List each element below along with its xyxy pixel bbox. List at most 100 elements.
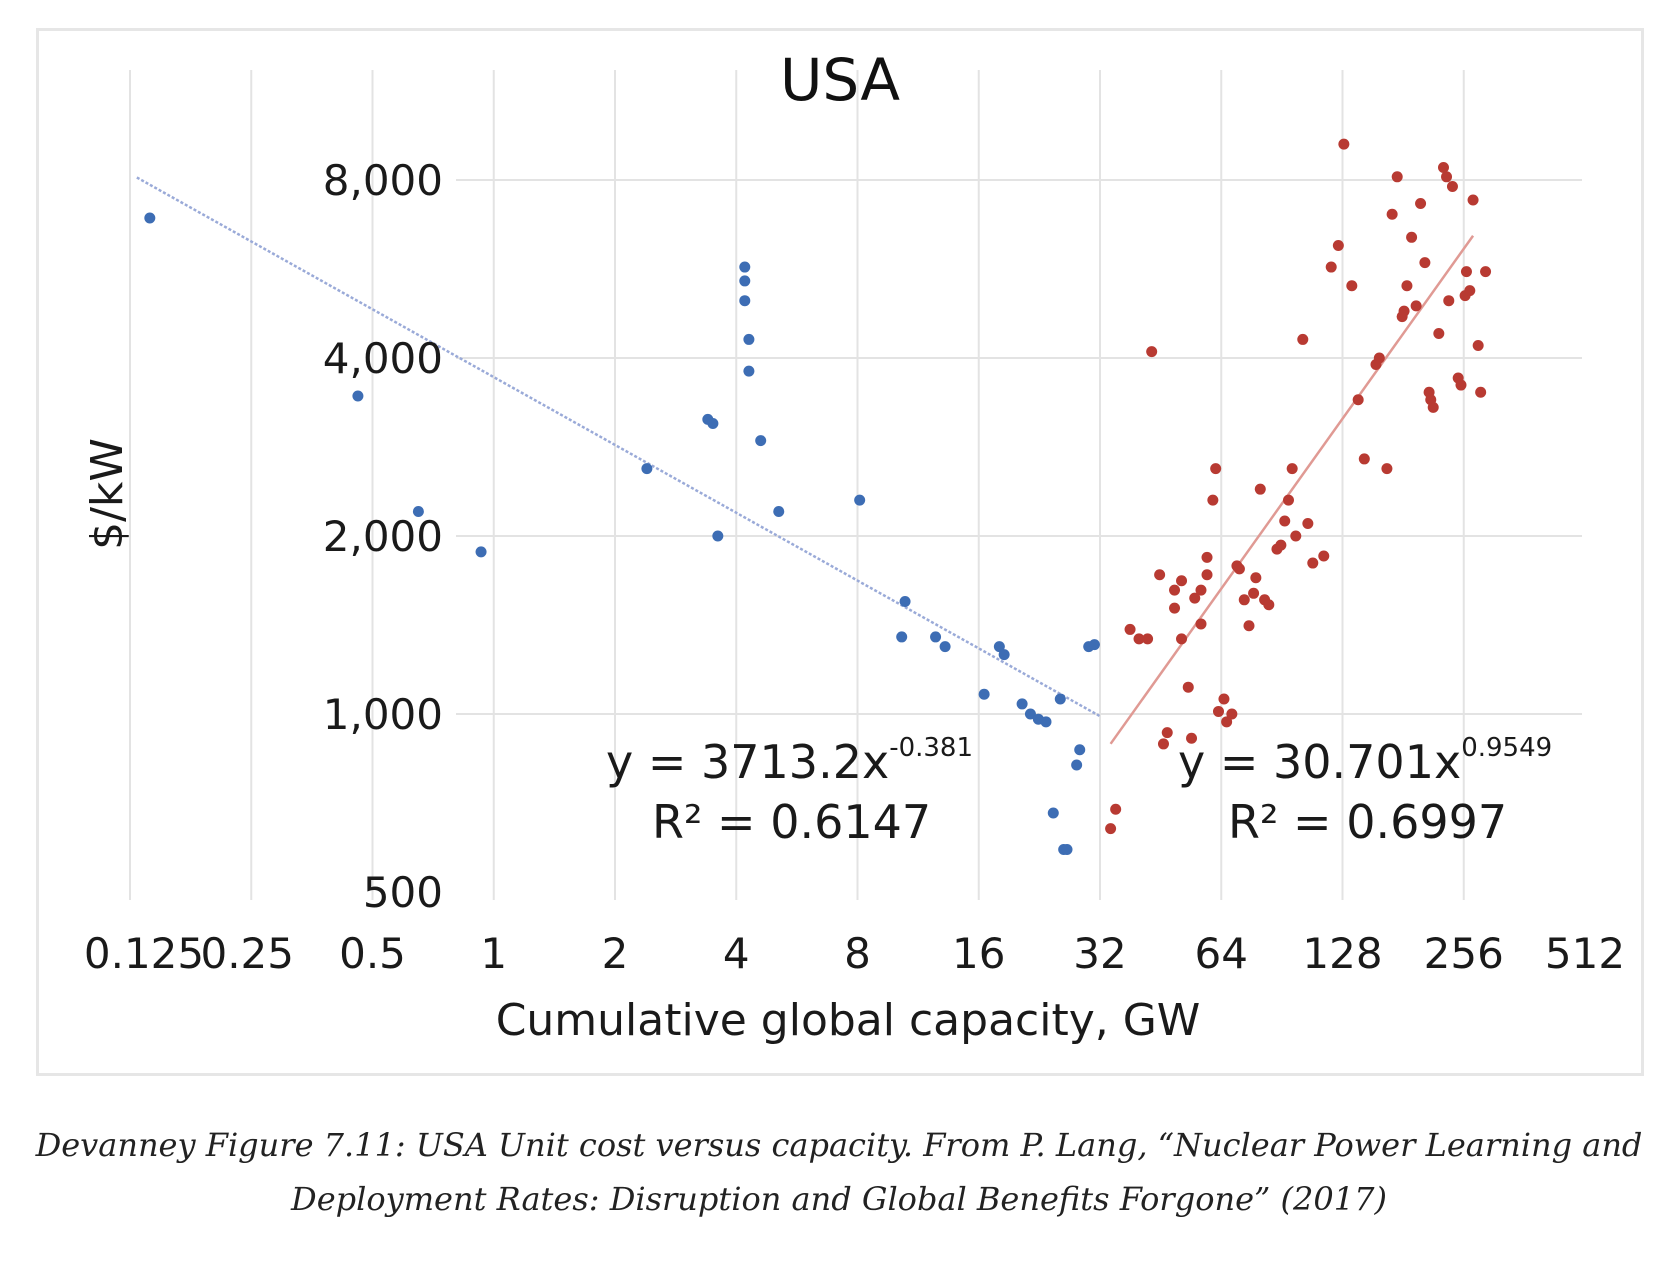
red-data-point: [1201, 569, 1213, 581]
red-data-point: [1472, 339, 1484, 351]
red-data-point: [1464, 285, 1476, 297]
x-tick-label: 4: [723, 929, 750, 978]
blue-trend-line: [136, 176, 1101, 718]
red-data-point: [1373, 352, 1385, 364]
y-tick-label: 1,000: [323, 690, 443, 739]
blue-data-point: [1071, 759, 1083, 771]
red-data-point: [1233, 563, 1245, 575]
blue-data-point: [412, 506, 424, 518]
red-data-point: [1186, 732, 1198, 744]
red-data-point: [1419, 257, 1431, 269]
red-data-point: [1238, 594, 1250, 606]
red-data-point: [1398, 305, 1410, 317]
x-tick-label: 2: [602, 929, 629, 978]
chart-frame: [36, 28, 1644, 1076]
blue-data-point: [854, 494, 866, 506]
red-data-point: [1161, 727, 1173, 739]
red-data-point: [1391, 171, 1403, 183]
blue-equation-text: y = 3713.2x: [606, 735, 889, 789]
red-data-point: [1332, 239, 1344, 251]
blue-data-point: [707, 417, 719, 429]
red-data-point: [1142, 633, 1154, 645]
x-tick-label: 64: [1195, 929, 1248, 978]
x-tick-label: 1: [480, 929, 507, 978]
y-axis-label: $/kW: [82, 438, 133, 550]
red-data-point: [1290, 530, 1302, 542]
red-data-point: [1157, 738, 1169, 750]
red-data-point: [1182, 681, 1194, 693]
red-data-point: [1441, 171, 1453, 183]
data-points: [144, 138, 1492, 855]
blue-data-point: [1024, 708, 1036, 720]
blue-data-point: [1016, 698, 1028, 710]
red-data-point: [1110, 803, 1122, 815]
blue-data-point: [739, 261, 751, 273]
red-data-point: [1346, 280, 1358, 292]
blue-data-point: [773, 506, 785, 518]
red-data-point: [1338, 138, 1350, 150]
red-r-squared: R² = 0.6997: [1228, 795, 1507, 849]
blue-data-point: [743, 365, 755, 377]
red-data-point: [1386, 208, 1398, 220]
red-data-point: [1189, 592, 1201, 604]
x-tick-label: 16: [952, 929, 1005, 978]
red-data-point: [1146, 346, 1158, 358]
red-data-point: [1297, 333, 1309, 345]
x-tick-label: 0.5: [339, 929, 406, 978]
caption-line-2: Deployment Rates: Disruption and Global …: [291, 1180, 1387, 1218]
caption-line-1: Devanney Figure 7.11: USA Unit cost vers…: [35, 1126, 1643, 1164]
red-data-point: [1467, 194, 1479, 206]
red-data-point: [1302, 517, 1314, 529]
red-data-point: [1207, 494, 1219, 506]
red-data-point: [1176, 633, 1188, 645]
red-data-point: [1433, 328, 1445, 340]
red-data-point: [1212, 705, 1224, 717]
blue-data-point: [978, 688, 990, 700]
figure-caption: Devanney Figure 7.11: USA Unit cost vers…: [0, 1118, 1678, 1226]
blue-data-point: [755, 435, 767, 447]
blue-data-point: [743, 333, 755, 345]
y-tick-label: 4,000: [323, 334, 443, 383]
red-data-point: [1226, 708, 1238, 720]
red-data-point: [1263, 599, 1275, 611]
red-data-point: [1279, 515, 1291, 527]
blue-data-point: [1040, 716, 1052, 728]
blue-data-point: [475, 546, 487, 558]
red-data-point: [1437, 161, 1449, 173]
blue-data-point: [1074, 744, 1086, 756]
red-data-point: [1124, 623, 1136, 635]
chart-title: USA: [780, 46, 900, 114]
red-equation-exponent: 0.9549: [1461, 733, 1552, 763]
y-tick-label: 8,000: [323, 156, 443, 205]
red-data-point: [1307, 557, 1319, 569]
blue-data-point: [939, 641, 951, 653]
blue-data-point: [641, 463, 653, 475]
red-data-point: [1446, 181, 1458, 193]
red-data-point: [1410, 300, 1422, 312]
red-data-point: [1250, 572, 1262, 584]
red-data-point: [1381, 463, 1393, 475]
blue-data-point: [144, 212, 156, 224]
blue-trend-equation: y = 3713.2x-0.381 R² = 0.6147: [606, 733, 973, 849]
red-data-point: [1275, 539, 1287, 551]
x-axis-label: Cumulative global capacity, GW: [496, 995, 1201, 1046]
x-tick-label: 8: [844, 929, 871, 978]
grid-lines: [129, 70, 1582, 900]
red-data-point: [1154, 569, 1166, 581]
red-data-point: [1218, 693, 1230, 705]
x-tick-label: 256: [1424, 929, 1504, 978]
blue-equation-exponent: -0.381: [889, 733, 973, 763]
red-data-point: [1169, 584, 1181, 596]
red-trend-line: [1109, 234, 1475, 745]
red-data-point: [1195, 618, 1207, 630]
red-data-point: [1133, 633, 1145, 645]
svg-text:y = 30.701x0.9549: y = 30.701x0.9549: [1178, 733, 1552, 789]
red-data-point: [1243, 620, 1255, 632]
red-data-point: [1443, 295, 1455, 307]
red-data-point: [1427, 401, 1439, 413]
red-data-point: [1105, 823, 1117, 835]
blue-data-point: [1061, 843, 1073, 855]
blue-data-point: [739, 275, 751, 287]
